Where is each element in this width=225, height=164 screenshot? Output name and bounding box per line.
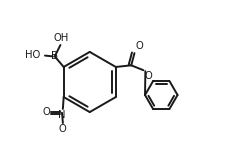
Text: O: O [59, 124, 67, 134]
Text: N: N [58, 110, 66, 120]
Text: O: O [144, 71, 152, 81]
Text: O: O [42, 107, 50, 117]
Text: HO: HO [25, 50, 40, 60]
Text: OH: OH [54, 33, 69, 43]
Text: O: O [135, 41, 143, 51]
Text: B: B [51, 51, 58, 61]
